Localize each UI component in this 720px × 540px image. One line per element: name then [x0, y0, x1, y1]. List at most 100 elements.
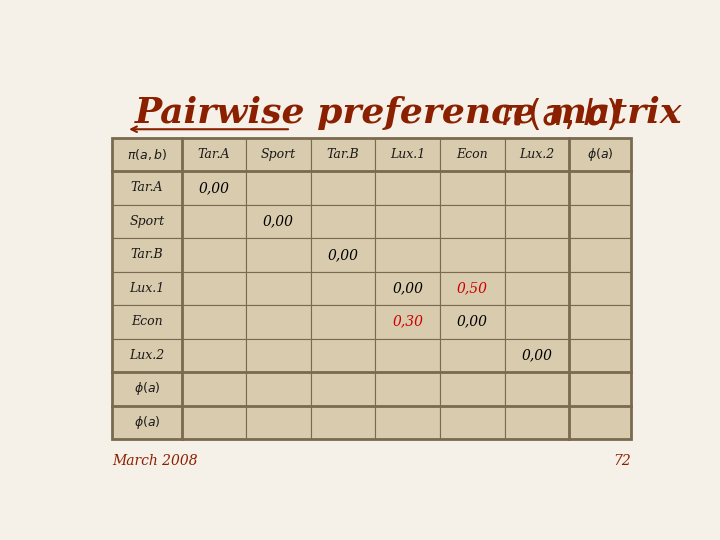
Bar	[375, 171, 440, 205]
Bar	[181, 238, 246, 272]
Bar	[440, 171, 505, 205]
Bar	[311, 339, 375, 372]
Bar	[112, 339, 181, 372]
Text: Lux.2: Lux.2	[519, 148, 554, 161]
Bar	[569, 272, 631, 305]
Bar	[505, 138, 569, 171]
Bar	[311, 272, 375, 305]
Bar	[181, 272, 246, 305]
Bar	[375, 339, 440, 372]
Text: Tar.B: Tar.B	[131, 248, 163, 261]
Bar	[246, 138, 311, 171]
Bar	[440, 238, 505, 272]
Bar	[505, 305, 569, 339]
Bar	[181, 138, 246, 171]
Bar	[181, 339, 246, 372]
Bar	[311, 372, 375, 406]
Bar	[505, 372, 569, 406]
Bar	[311, 406, 375, 439]
Text: 0,50: 0,50	[456, 281, 487, 295]
Bar	[246, 171, 311, 205]
Text: $\pi\,(a,b)$: $\pi\,(a,b)$	[500, 96, 618, 132]
Bar	[112, 272, 181, 305]
Text: Tar.A: Tar.A	[131, 181, 163, 194]
Bar	[569, 372, 631, 406]
Text: Pairwise preference matrix: Pairwise preference matrix	[135, 96, 695, 130]
Bar	[311, 238, 375, 272]
Text: Lux.1: Lux.1	[130, 282, 165, 295]
Bar	[181, 205, 246, 238]
Bar	[505, 205, 569, 238]
Bar	[181, 372, 246, 406]
Bar	[440, 339, 505, 372]
Bar	[375, 138, 440, 171]
Bar	[246, 339, 311, 372]
Text: $\pi(a,b)$: $\pi(a,b)$	[127, 147, 167, 162]
Text: Tar.B: Tar.B	[327, 148, 359, 161]
Bar	[311, 138, 375, 171]
Bar	[440, 305, 505, 339]
Text: Sport: Sport	[130, 215, 165, 228]
Bar	[440, 138, 505, 171]
Text: Sport: Sport	[261, 148, 296, 161]
Bar	[112, 305, 181, 339]
Text: 0,00: 0,00	[328, 248, 359, 262]
Bar	[311, 205, 375, 238]
Bar	[440, 406, 505, 439]
Bar	[375, 406, 440, 439]
Bar	[505, 339, 569, 372]
Bar	[112, 171, 181, 205]
Text: 0,00: 0,00	[456, 315, 487, 329]
Text: 0,00: 0,00	[263, 214, 294, 228]
Bar	[246, 305, 311, 339]
Bar	[181, 406, 246, 439]
Bar	[375, 305, 440, 339]
Bar	[505, 406, 569, 439]
Bar	[569, 171, 631, 205]
Text: $\phi(a)$: $\phi(a)$	[587, 146, 613, 163]
Bar	[112, 138, 181, 171]
Bar	[505, 171, 569, 205]
Bar	[569, 305, 631, 339]
Bar	[112, 138, 631, 439]
Bar	[569, 406, 631, 439]
Bar	[375, 205, 440, 238]
Bar	[181, 171, 246, 205]
Bar	[181, 305, 246, 339]
Bar	[375, 372, 440, 406]
Text: Lux.2: Lux.2	[130, 349, 165, 362]
Bar	[505, 238, 569, 272]
Text: 0,30: 0,30	[392, 315, 423, 329]
Text: 0,00: 0,00	[521, 348, 552, 362]
Text: 0,00: 0,00	[392, 281, 423, 295]
Bar	[246, 272, 311, 305]
Bar	[112, 238, 181, 272]
Bar	[246, 238, 311, 272]
Bar	[246, 406, 311, 439]
Text: 72: 72	[613, 454, 631, 468]
Bar	[569, 339, 631, 372]
Bar	[375, 272, 440, 305]
Bar	[311, 171, 375, 205]
Bar	[440, 272, 505, 305]
Bar	[375, 238, 440, 272]
Text: Tar.A: Tar.A	[198, 148, 230, 161]
Bar	[112, 372, 181, 406]
Bar	[569, 205, 631, 238]
Text: 0,00: 0,00	[199, 181, 230, 195]
Bar	[440, 205, 505, 238]
Bar	[440, 372, 505, 406]
Text: $\phi(a)$: $\phi(a)$	[134, 414, 161, 431]
Text: March 2008: March 2008	[112, 454, 198, 468]
Text: Econ: Econ	[456, 148, 488, 161]
Bar	[311, 305, 375, 339]
Text: $\phi(a)$: $\phi(a)$	[134, 380, 161, 397]
Text: Econ: Econ	[131, 315, 163, 328]
Bar	[246, 372, 311, 406]
Bar	[569, 138, 631, 171]
Bar	[569, 238, 631, 272]
Bar	[112, 406, 181, 439]
Bar	[112, 205, 181, 238]
Text: Lux.1: Lux.1	[390, 148, 426, 161]
Bar	[505, 272, 569, 305]
